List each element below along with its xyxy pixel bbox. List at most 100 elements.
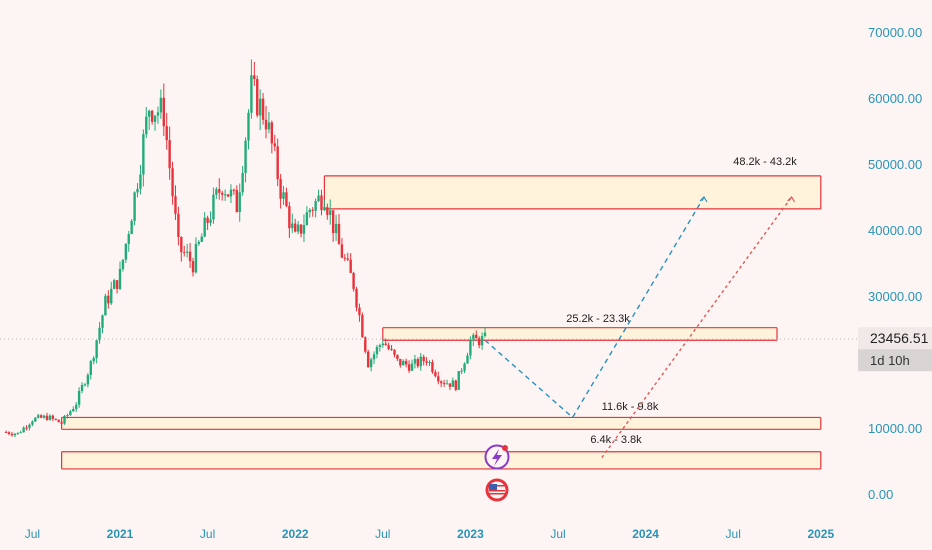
candle [188, 251, 192, 262]
candle [104, 295, 107, 316]
candle [200, 236, 203, 242]
lightning-icon[interactable] [484, 444, 510, 470]
candle [7, 432, 11, 435]
candle [273, 143, 276, 147]
candle [361, 315, 364, 338]
candle [223, 194, 227, 196]
candle [291, 223, 294, 229]
candle [92, 358, 95, 362]
countdown-label: 1d 10h [870, 353, 910, 368]
candle [89, 361, 92, 375]
candle [378, 345, 382, 347]
candle [264, 119, 268, 130]
candle [112, 280, 116, 289]
zone-1-label: 48.2k - 43.2k [733, 156, 797, 168]
projection-path-b-arrowhead [787, 196, 796, 203]
candle [124, 243, 128, 260]
candle [387, 345, 390, 349]
candle [460, 370, 463, 372]
zone-1-fill [324, 175, 821, 209]
candle [367, 351, 370, 368]
candle [22, 427, 25, 433]
price-tick-label: 30000.00 [868, 289, 922, 304]
candle [10, 434, 14, 436]
candle [150, 110, 154, 122]
current-price-bg [858, 327, 932, 350]
time-tick-label: Jul [726, 527, 741, 541]
candle [31, 421, 34, 425]
candle [317, 195, 320, 201]
candle [469, 340, 472, 356]
candle [323, 207, 326, 211]
candle [203, 217, 206, 237]
candle [4, 431, 8, 433]
candle [329, 210, 332, 215]
candle [396, 354, 399, 359]
candle [296, 224, 300, 232]
candle [288, 206, 291, 229]
candle [480, 336, 484, 346]
projection-path-a [484, 196, 705, 419]
candle [194, 243, 198, 273]
candle [212, 194, 215, 220]
time-tick-label: 2024 [632, 527, 659, 541]
candle [419, 356, 422, 367]
time-axis[interactable]: Jul 2021 Jul 2022 Jul 2023 Jul 2024 Jul 2025 [25, 527, 835, 541]
candle [331, 210, 335, 234]
candle [256, 79, 259, 116]
candle [39, 415, 43, 418]
candle [247, 112, 250, 141]
candle [375, 346, 379, 355]
candle [320, 195, 323, 211]
candle [250, 75, 253, 113]
time-tick-label: Jul [25, 527, 40, 541]
candle [340, 244, 344, 258]
candle [37, 415, 40, 418]
candle [244, 140, 247, 173]
candle [463, 363, 466, 371]
candle [431, 361, 434, 373]
candle [314, 200, 317, 211]
candle [145, 116, 148, 135]
candle [139, 174, 142, 189]
candle [445, 383, 449, 385]
candle [410, 363, 414, 371]
candle [434, 372, 437, 377]
candle [270, 122, 274, 144]
candle [229, 189, 233, 197]
candle [267, 122, 271, 130]
candle [80, 384, 84, 391]
candle [402, 360, 405, 366]
price-tick-label: 70000.00 [868, 25, 922, 40]
candle [299, 224, 303, 234]
candle [83, 384, 87, 386]
candle [215, 189, 218, 195]
candle [294, 223, 297, 232]
candle [57, 419, 60, 423]
price-tick-label: 40000.00 [868, 223, 922, 238]
candle [477, 338, 481, 346]
zone-3-label: 11.6k - 9.8k [602, 401, 659, 413]
zone-2-fill [382, 327, 777, 341]
candle [130, 220, 133, 235]
candle [422, 356, 425, 362]
candle [51, 415, 55, 419]
projections-layer [484, 196, 796, 459]
candle [302, 225, 306, 234]
candle [311, 209, 314, 211]
candle [25, 427, 28, 429]
candle [165, 126, 168, 141]
time-tick-label: Jul [550, 527, 565, 541]
candle [133, 192, 136, 221]
us-flag-icon[interactable] [485, 478, 509, 502]
candle [66, 415, 69, 417]
price-axis[interactable]: 70000.00 60000.00 50000.00 40000.00 30000.00… [868, 25, 922, 502]
candle [364, 337, 367, 352]
candle [483, 332, 487, 337]
candle [185, 251, 189, 253]
candle [407, 364, 411, 371]
candle [101, 315, 104, 328]
candle [442, 383, 446, 385]
candle [54, 418, 57, 420]
